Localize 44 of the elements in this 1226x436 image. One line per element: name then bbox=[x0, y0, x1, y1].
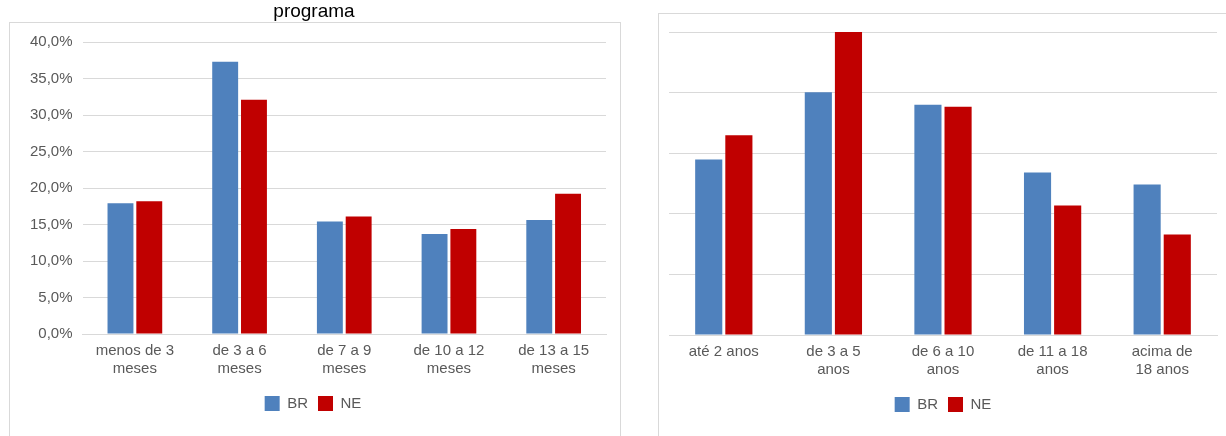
x-tick-label: até 2 anos bbox=[688, 342, 759, 360]
legend-label: BR bbox=[917, 394, 939, 412]
bar bbox=[944, 106, 972, 335]
bar bbox=[107, 203, 134, 334]
y-tick-label: 20,0% bbox=[29, 178, 73, 196]
legend-label: NE bbox=[340, 393, 362, 411]
bar bbox=[345, 216, 372, 334]
bar bbox=[695, 159, 723, 335]
bar bbox=[316, 221, 343, 334]
x-tick-label: de 7 a 9 meses bbox=[317, 341, 372, 377]
x-tick-label: de 11 a 18 anos bbox=[1017, 342, 1088, 378]
legend-label: BR bbox=[287, 393, 309, 411]
bar bbox=[804, 92, 832, 335]
bar bbox=[136, 201, 163, 334]
chart-title: programa bbox=[272, 0, 356, 22]
bar bbox=[450, 228, 477, 334]
legend-label: NE bbox=[970, 394, 992, 412]
bar bbox=[1023, 172, 1052, 335]
y-tick-label: 15,0% bbox=[29, 214, 73, 232]
x-tick-label: de 6 a 10 anos bbox=[911, 342, 975, 378]
y-tick-label: 10,0% bbox=[29, 251, 73, 269]
y-tick-label: 0,0% bbox=[38, 324, 73, 342]
bar bbox=[1054, 205, 1082, 335]
y-tick-label: 30,0% bbox=[29, 105, 73, 123]
x-tick-label: de 3 a 6 meses bbox=[212, 341, 267, 377]
bar bbox=[1163, 234, 1191, 335]
x-tick-label: acima de 18 anos bbox=[1131, 342, 1193, 378]
bar bbox=[555, 193, 581, 334]
x-tick-label: menos de 3 meses bbox=[95, 341, 175, 377]
x-tick-label: de 10 a 12 meses bbox=[413, 341, 485, 377]
bar bbox=[526, 220, 553, 334]
bar bbox=[421, 233, 448, 334]
bar bbox=[834, 32, 863, 335]
bar bbox=[241, 99, 267, 334]
bar bbox=[212, 61, 239, 334]
x-tick-label: de 3 a 5 anos bbox=[806, 342, 861, 378]
y-tick-label: 25,0% bbox=[29, 141, 73, 159]
y-tick-label: 40,0% bbox=[29, 32, 73, 50]
bar bbox=[725, 135, 753, 335]
y-tick-label: 35,0% bbox=[29, 68, 73, 86]
bar bbox=[914, 104, 942, 335]
x-tick-label: de 13 a 15 meses bbox=[518, 341, 590, 377]
y-tick-label: 5,0% bbox=[38, 287, 73, 305]
bar bbox=[1133, 184, 1161, 335]
